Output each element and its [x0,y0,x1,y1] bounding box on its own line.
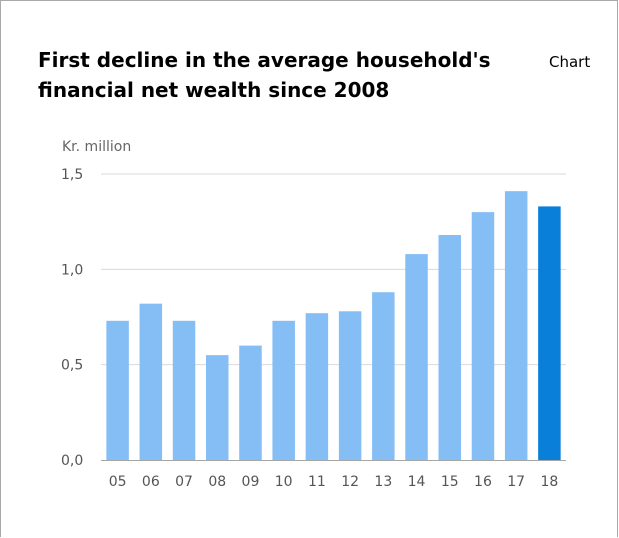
bar [438,235,461,460]
x-tick-label: 10 [275,474,293,490]
chart-link[interactable]: Chart [549,53,591,71]
bar [504,191,528,460]
y-tick-label: 0,5 [61,358,83,374]
bar [305,313,329,460]
x-tick-label: 16 [474,474,492,490]
bar [106,320,129,460]
x-tick-label: 08 [208,474,226,490]
bar [206,355,229,460]
x-tick-label: 11 [308,474,326,490]
bar [272,320,295,460]
bar [338,311,362,460]
x-tick-label: 14 [408,474,426,490]
y-axis-unit-label: Kr. million [62,139,132,155]
y-tick-label: 0,0 [61,453,83,469]
bar [139,303,163,460]
x-tick-label: 05 [109,474,127,490]
bar [405,254,428,460]
bar [538,206,561,460]
bars [106,191,561,460]
x-tick-label: 13 [374,474,392,490]
chart-title: First decline in the average household's… [38,48,491,102]
grid-lines [101,173,566,366]
bar [372,292,395,460]
x-tick-label: 06 [142,474,160,490]
bar [172,320,196,460]
x-tick-label: 09 [242,474,260,490]
y-tick-label: 1,5 [61,167,83,183]
x-tick-label: 17 [507,474,525,490]
x-tick-label: 07 [175,474,193,490]
x-tick-label: 15 [441,474,459,490]
axes: 0,0 0,5 1,0 1,5 05 06 07 08 09 10 11 12 13 14 15 16 17 18 [61,167,566,490]
bar [239,345,262,460]
y-tick-label: 1,0 [61,262,83,278]
x-tick-label: 12 [341,474,359,490]
x-tick-label: 18 [540,474,558,490]
bar [471,212,495,460]
